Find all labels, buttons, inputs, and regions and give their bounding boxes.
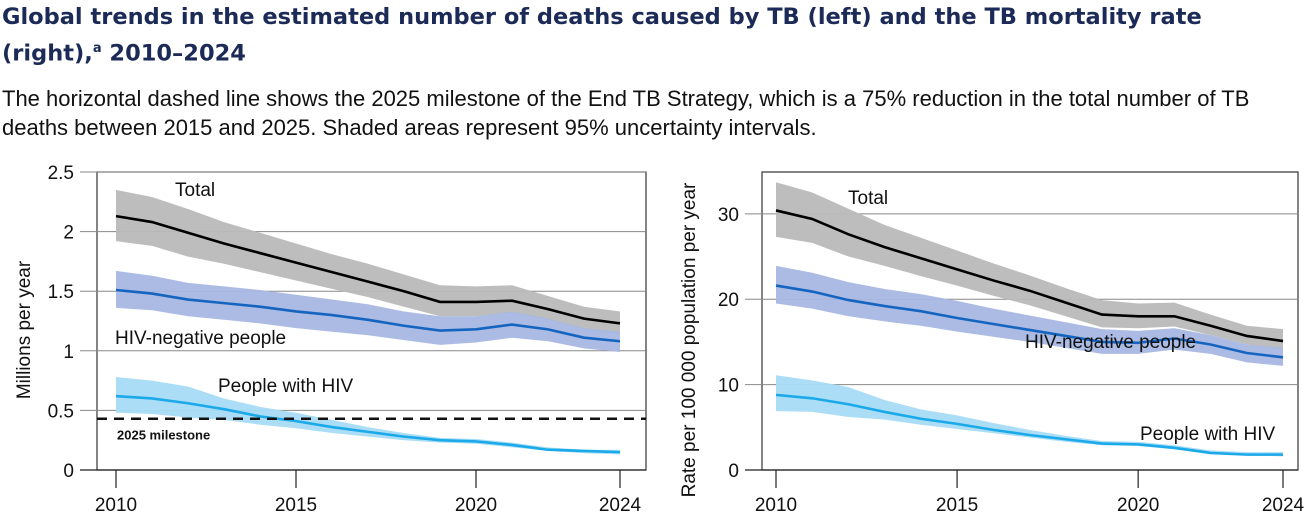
y-tick-label: 20 — [718, 290, 739, 311]
uncertainty-band-total — [116, 189, 620, 335]
y-tick-label: 0 — [728, 461, 739, 482]
chart-title: Global trends in the estimated number of… — [2, 2, 1302, 70]
uncertainty-band-people-with-hiv — [776, 375, 1283, 457]
y-tick-label: 0 — [63, 461, 74, 482]
y-tick-label: 1.5 — [48, 282, 74, 303]
title-text: Global trends in the estimated number of… — [2, 4, 1202, 67]
series-label: People with HIV — [1140, 424, 1276, 445]
chart-rate: 0 10 20 30 2010 2015 2020 2024 Rate per 100 000 … — [679, 171, 1305, 516]
y-axis-label: Millions per year — [14, 260, 35, 399]
series-line-total — [775, 209, 1284, 343]
x-tick-label: 2024 — [1262, 495, 1305, 516]
x-tick-label: 2024 — [599, 495, 642, 516]
series-line-hiv-negative-people — [115, 288, 621, 343]
uncertainty-band-people-with-hiv — [116, 377, 620, 455]
x-tick-label: 2020 — [1117, 495, 1159, 516]
series-label: Total — [848, 188, 888, 209]
x-tick-label: 2015 — [936, 495, 978, 516]
title-years: 2010–2024 — [101, 40, 246, 67]
series-label: People with HIV — [218, 376, 354, 397]
title-footnote-marker: a — [92, 41, 102, 56]
y-tick-label: 10 — [718, 376, 739, 397]
y-tick-label: 0.5 — [48, 401, 74, 422]
x-tick-label: 2010 — [95, 495, 137, 516]
y-axis-label: Rate per 100 000 population per year — [679, 182, 700, 497]
series-line-people-with-hiv — [775, 393, 1283, 456]
series-line-hiv-negative-people — [775, 284, 1284, 359]
uncertainty-band-hiv-negative-people — [116, 270, 620, 352]
x-tick-label: 2015 — [275, 495, 317, 516]
chart-subtitle: The horizontal dashed line shows the 202… — [2, 86, 1250, 140]
series-line-total — [115, 214, 621, 325]
series-line-people-with-hiv — [115, 394, 621, 454]
chart-deaths: 0 0.5 1 1.5 2 2.5 2010 2015 2020 2024 Millions per… — [14, 163, 647, 516]
x-tick-label: 2010 — [755, 495, 797, 516]
uncertainty-band-total — [776, 182, 1283, 350]
y-tick-label: 2 — [63, 223, 74, 244]
series-label: Total — [175, 180, 215, 201]
x-tick-label: 2020 — [455, 495, 497, 516]
series-label: HIV-negative people — [115, 328, 286, 349]
series-label: HIV-negative people — [1025, 332, 1196, 353]
y-tick-label: 1 — [63, 342, 74, 363]
milestone-label: 2025 milestone — [117, 428, 210, 443]
y-tick-label: 30 — [718, 205, 739, 226]
y-tick-label: 2.5 — [48, 163, 74, 184]
